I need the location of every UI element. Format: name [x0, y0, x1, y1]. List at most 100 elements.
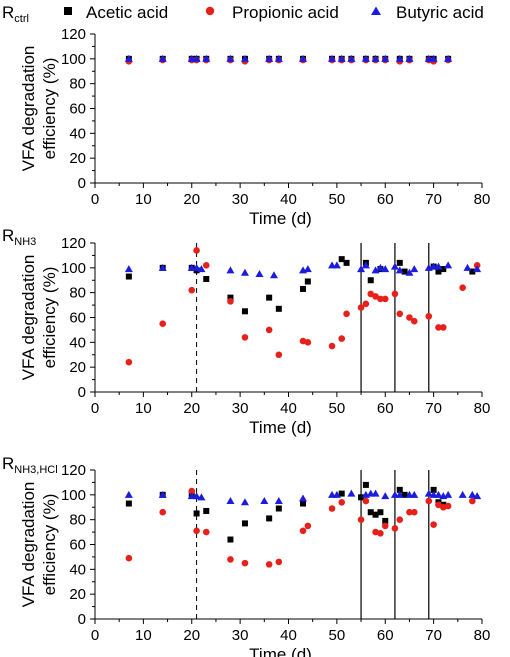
x-tick-label: 10 — [135, 400, 152, 417]
point-acetic — [125, 273, 132, 280]
y-tick-label: 0 — [78, 384, 86, 401]
point-propionic — [227, 556, 234, 563]
point-propionic — [202, 528, 210, 536]
point-butyric — [473, 265, 482, 273]
point-butyric — [424, 489, 433, 497]
point-propionic — [328, 505, 336, 512]
point-propionic — [406, 508, 413, 516]
point-acetic — [266, 515, 273, 522]
point-acetic — [367, 277, 374, 284]
point-butyric — [347, 54, 356, 62]
point-propionic — [406, 314, 413, 321]
point-acetic — [440, 266, 447, 273]
point-propionic — [377, 295, 384, 303]
x-tick-label: 10 — [135, 627, 152, 644]
point-butyric — [434, 262, 443, 270]
point-propionic — [391, 525, 399, 532]
x-tick-label: 60 — [377, 400, 394, 417]
point-acetic — [300, 285, 307, 292]
point-propionic — [391, 290, 399, 298]
point-propionic — [328, 342, 336, 350]
point-propionic — [343, 310, 350, 318]
point-acetic — [343, 259, 350, 266]
point-acetic — [241, 308, 248, 315]
point-butyric — [434, 490, 443, 498]
point-propionic — [425, 312, 433, 320]
point-acetic — [372, 511, 379, 518]
x-tick-label: 70 — [425, 627, 442, 644]
point-propionic — [396, 310, 404, 318]
point-butyric — [158, 263, 167, 271]
point-propionic — [125, 358, 133, 366]
panel-label-ctrl-main: R — [2, 3, 14, 22]
y-axis-title-line1: VFA degradation — [19, 46, 38, 172]
point-acetic — [304, 278, 311, 285]
x-tick-label: 80 — [474, 400, 491, 417]
legend-marker-acetic — [64, 7, 72, 15]
x-tick-label: 0 — [91, 627, 99, 644]
x-tick-label: 40 — [280, 191, 297, 208]
point-propionic — [362, 300, 370, 308]
point-propionic — [193, 527, 200, 535]
point-acetic — [358, 494, 365, 501]
point-butyric — [332, 490, 341, 498]
series-butyric-acid — [124, 261, 482, 279]
legend-label-butyric: Butyric acid — [396, 3, 484, 22]
y-tick-label: 20 — [69, 359, 86, 376]
point-acetic — [367, 509, 374, 516]
point-butyric — [347, 489, 356, 497]
point-propionic — [469, 497, 476, 505]
point-butyric — [299, 54, 308, 62]
point-acetic — [241, 520, 248, 527]
point-butyric — [390, 262, 399, 270]
series-propionic-acid — [125, 487, 476, 568]
point-butyric — [395, 54, 404, 62]
point-propionic — [202, 262, 210, 269]
x-axis-title: Time (d) — [249, 645, 312, 657]
y-tick-label: 80 — [69, 285, 86, 302]
point-butyric — [197, 265, 206, 273]
point-butyric — [274, 497, 283, 505]
x-axis-title: Time (d) — [249, 209, 312, 228]
point-propionic — [410, 508, 418, 516]
legend: Rctrl Acetic acid Propionic acid Butyric… — [2, 3, 484, 25]
x-tick-label: 0 — [91, 191, 99, 208]
y-tick-label: 40 — [69, 334, 86, 351]
point-butyric — [337, 54, 346, 62]
y-axis-title-line2: efficiency (%) — [40, 494, 59, 596]
point-butyric — [226, 497, 235, 505]
point-butyric — [381, 265, 390, 273]
point-propionic — [425, 497, 433, 505]
point-butyric — [158, 490, 167, 498]
y-tick-label: 100 — [61, 260, 86, 277]
point-butyric — [410, 265, 419, 273]
point-propionic — [362, 497, 370, 505]
x-tick-label: 50 — [329, 191, 346, 208]
point-butyric — [226, 266, 235, 274]
point-acetic — [193, 510, 200, 517]
y-tick-label: 60 — [69, 537, 86, 554]
point-propionic — [241, 334, 249, 341]
series-propionic-acid — [125, 247, 481, 366]
x-axis-title: Time (d) — [249, 418, 312, 437]
point-butyric — [260, 497, 269, 505]
y-tick-label: 60 — [69, 310, 86, 327]
point-butyric — [240, 54, 249, 62]
point-acetic — [469, 268, 476, 275]
point-propionic — [396, 516, 404, 523]
point-acetic — [430, 486, 437, 493]
x-tick-label: 0 — [91, 400, 99, 417]
point-butyric — [240, 498, 249, 506]
point-propionic — [444, 502, 452, 510]
point-acetic — [401, 268, 408, 275]
series-butyric-acid — [124, 489, 482, 506]
point-butyric — [124, 490, 133, 498]
legend-marker-butyric — [371, 6, 381, 15]
point-acetic — [396, 486, 403, 493]
y-tick-label: 120 — [61, 26, 86, 43]
y-tick-label: 20 — [69, 586, 86, 603]
point-propionic — [159, 320, 167, 328]
point-propionic — [265, 326, 273, 334]
point-acetic — [227, 294, 234, 301]
